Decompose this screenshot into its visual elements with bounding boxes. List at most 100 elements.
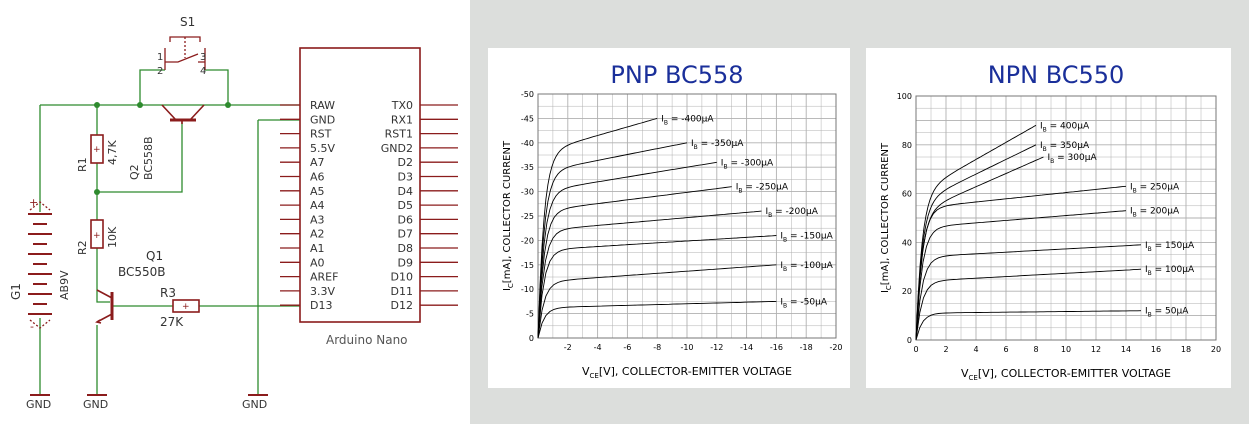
series-curve	[915, 144, 1037, 341]
series-label: IB = -200µA	[766, 207, 819, 219]
pnp-chart-panel: PNP BC558 -2 -4 -6 -8 -10 -12 -14 -16 -18 -20 -50 -4…	[488, 48, 850, 388]
arduino-right-pin-label: D10	[391, 271, 413, 284]
schematic-panel: S1 1 2 3 4 Q2 BC558B + R1 4,7K + R2 10K …	[0, 0, 470, 424]
x-tick-label: 4	[973, 345, 978, 354]
y-tick-label: 80	[902, 141, 912, 150]
switch-s1	[164, 36, 206, 70]
arduino-right-pin-label: D5	[398, 199, 413, 212]
x-tick-label: 12	[1091, 345, 1101, 354]
wire-r1-q2-base	[97, 122, 183, 193]
y-tick-label: 0	[529, 334, 534, 343]
arduino-right-pin-label: TX0	[391, 99, 413, 112]
battery-minus: -	[30, 320, 34, 333]
x-tick-label: -2	[564, 343, 572, 352]
arduino-left-pin-label: A5	[310, 185, 325, 198]
gnd-label-2: GND	[83, 398, 108, 411]
series-curve	[915, 268, 1142, 341]
x-tick-label: 0	[913, 345, 918, 354]
wire-s1-right	[205, 69, 229, 105]
arduino-left-pin-label: A1	[310, 242, 325, 255]
junction-dot	[225, 102, 231, 108]
x-tick-label: -20	[829, 343, 842, 352]
arduino-left-pin-label: GND	[310, 113, 335, 126]
battery-value: AB9V	[58, 270, 71, 300]
series-curve	[537, 300, 777, 339]
arduino-left-pin-label: AREF	[310, 271, 338, 284]
series-curve	[915, 210, 1127, 341]
q1-label: Q1	[146, 249, 163, 263]
series-curve	[915, 310, 1142, 341]
npn-chart-panel: NPN BC550 0 2 4 6 8 10 12 14 16 18 20 0 20 40 60 80 100 VC…	[866, 48, 1231, 388]
x-tick-label: -18	[800, 343, 813, 352]
arduino-right-pin-label: D6	[398, 213, 413, 226]
series-curve	[537, 210, 762, 339]
y-axis-label: IC[mA], COLLECTOR CURRENT	[502, 140, 515, 291]
series-label: IB = 350µA	[1040, 141, 1090, 153]
series-curve	[915, 244, 1142, 341]
resistor-r2	[90, 219, 104, 249]
series-label: IB = 250µA	[1130, 182, 1180, 194]
x-tick-label: 8	[1033, 345, 1038, 354]
x-tick-label: -8	[653, 343, 661, 352]
y-tick-label: -25	[521, 212, 534, 221]
y-axis-label: IC[mA], COLLECTOR CURRENT	[880, 142, 893, 293]
x-axis-label: VCE[V], COLLECTOR-EMITTER VOLTAGE	[961, 367, 1171, 382]
y-tick-label: -15	[521, 261, 534, 270]
arduino-left-pin-label: A6	[310, 171, 325, 184]
r2-plus: +	[93, 231, 101, 241]
series-curve	[537, 264, 777, 339]
series-label: IB = -400µA	[661, 114, 714, 126]
y-tick-label: -45	[521, 114, 534, 123]
arduino-left-pin-label: A7	[310, 156, 325, 169]
series-curve	[537, 186, 732, 339]
arduino-left-pin-label: D13	[310, 299, 332, 312]
transistor-q2	[161, 104, 205, 124]
arduino-left-pin-label: 5.5V	[310, 142, 335, 155]
q1-value: BC550B	[118, 265, 166, 279]
battery-g1	[28, 200, 52, 330]
x-tick-label: -12	[710, 343, 723, 352]
arduino-left-pin-label: A3	[310, 213, 325, 226]
y-tick-label: 0	[907, 336, 912, 345]
y-tick-label: -5	[526, 310, 534, 319]
gnd-label-1: GND	[26, 398, 51, 411]
junction-dot	[94, 102, 100, 108]
arduino-right-pin-label: D7	[398, 228, 413, 241]
series-label: IB = 400µA	[1040, 121, 1090, 133]
arduino-right-pin-label: D4	[398, 185, 413, 198]
r2-label: R2	[76, 240, 89, 255]
npn-chart: NPN BC550 0 2 4 6 8 10 12 14 16 18 20 0 20 40 60 80 100 VC…	[880, 61, 1221, 382]
series-label: IB = 50µA	[1145, 307, 1189, 319]
x-axis-label: VCE[V], COLLECTOR-EMITTER VOLTAGE	[582, 365, 792, 380]
series-label: IB = 200µA	[1130, 207, 1180, 219]
arduino-right-pin-label: D2	[398, 156, 413, 169]
series-curve	[915, 124, 1037, 341]
y-tick-label: 100	[897, 92, 912, 101]
x-tick-label: 10	[1061, 345, 1071, 354]
arduino-left-pin-label: A4	[310, 199, 325, 212]
series-curve	[915, 185, 1127, 341]
junction-dot	[137, 102, 143, 108]
series-curve	[537, 117, 658, 339]
x-tick-label: -16	[770, 343, 783, 352]
series-curve	[537, 161, 717, 339]
arduino-right-pin-label: D11	[391, 285, 413, 298]
schematic-svg: S1 1 2 3 4 Q2 BC558B + R1 4,7K + R2 10K …	[9, 15, 458, 411]
series-label: IB = -250µA	[736, 183, 789, 195]
r2-value: 10K	[106, 226, 119, 248]
s1-pin-2: 2	[157, 66, 163, 77]
series-label: IB = 300µA	[1048, 153, 1098, 165]
wire-r2-q1-base	[96, 248, 110, 303]
arduino-left-pin-label: RST	[310, 128, 332, 141]
chart-title: PNP BC558	[610, 61, 743, 89]
r3-label: R3	[160, 286, 176, 300]
series-label: IB = -300µA	[721, 158, 774, 170]
wires	[39, 69, 300, 395]
y-tick-label: 40	[902, 238, 912, 247]
series-label: IB = 150µA	[1145, 241, 1195, 253]
chart-title: NPN BC550	[988, 61, 1125, 89]
y-tick-label: -50	[521, 90, 534, 99]
arduino-left-pin-label: 3.3V	[310, 285, 335, 298]
arduino-right-pin-label: D3	[398, 171, 413, 184]
battery-plus: +	[29, 196, 38, 209]
